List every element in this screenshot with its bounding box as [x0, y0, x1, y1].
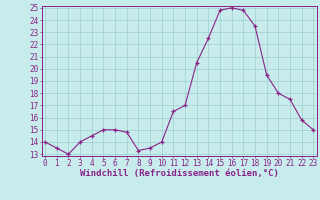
X-axis label: Windchill (Refroidissement éolien,°C): Windchill (Refroidissement éolien,°C) — [80, 169, 279, 178]
